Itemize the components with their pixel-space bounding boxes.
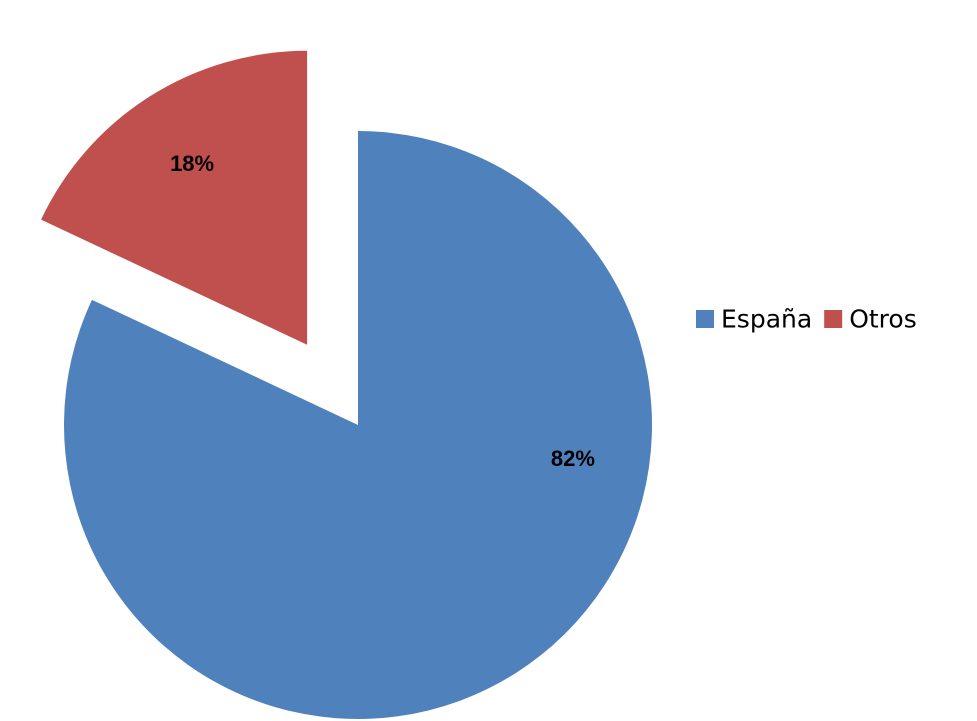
legend-label-otros: Otros [849,305,917,334]
pie-data-labels: 82% 18% [170,151,595,471]
legend-swatch-otros [824,310,843,328]
pie-slices [41,50,652,720]
data-label-espana: 82% [551,446,595,471]
pie-slice-espana [64,131,652,720]
legend-swatch-espana [696,310,714,328]
legend-label-espana: España [721,305,812,334]
legend: España Otros [696,305,917,334]
pie-slice-otros [41,50,308,345]
data-label-otros: 18% [170,151,214,176]
